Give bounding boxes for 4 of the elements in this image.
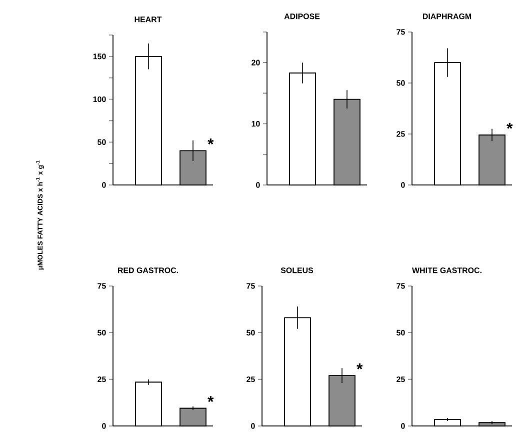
annotation: *: [208, 138, 214, 144]
annotation: *: [356, 363, 363, 370]
annotation: *: [208, 396, 214, 402]
annotation: *: [506, 122, 513, 129]
